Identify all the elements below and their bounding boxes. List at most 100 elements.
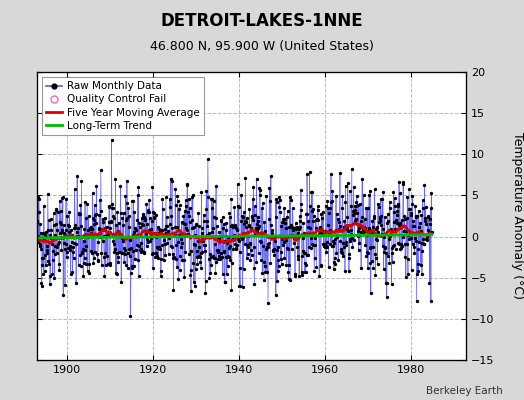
Point bbox=[246, 240, 254, 246]
Point bbox=[194, 253, 203, 260]
Point bbox=[90, 221, 98, 227]
Point bbox=[333, 210, 341, 217]
Point bbox=[369, 265, 377, 271]
Point bbox=[202, 188, 211, 194]
Point bbox=[114, 220, 123, 226]
Point bbox=[298, 272, 306, 278]
Point bbox=[143, 221, 151, 227]
Point bbox=[177, 244, 185, 250]
Point bbox=[413, 246, 422, 252]
Point bbox=[414, 267, 422, 274]
Point bbox=[152, 211, 160, 218]
Point bbox=[292, 232, 301, 238]
Point bbox=[35, 209, 43, 215]
Point bbox=[368, 258, 376, 265]
Point bbox=[79, 273, 88, 279]
Point bbox=[417, 262, 425, 268]
Point bbox=[223, 240, 232, 246]
Point bbox=[111, 246, 119, 252]
Point bbox=[170, 254, 178, 261]
Point bbox=[396, 190, 404, 196]
Point bbox=[103, 253, 111, 260]
Point bbox=[252, 230, 260, 237]
Point bbox=[189, 260, 198, 266]
Point bbox=[100, 273, 108, 280]
Point bbox=[325, 210, 333, 216]
Point bbox=[375, 219, 383, 225]
Point bbox=[218, 233, 226, 240]
Point bbox=[299, 220, 307, 226]
Point bbox=[204, 156, 212, 162]
Point bbox=[418, 271, 426, 277]
Point bbox=[161, 223, 170, 229]
Point bbox=[305, 225, 314, 231]
Point bbox=[77, 178, 85, 184]
Point bbox=[124, 265, 132, 272]
Point bbox=[376, 216, 384, 222]
Point bbox=[264, 240, 272, 247]
Point bbox=[156, 246, 164, 252]
Point bbox=[254, 214, 262, 220]
Point bbox=[90, 255, 98, 262]
Point bbox=[169, 255, 177, 261]
Point bbox=[396, 246, 405, 252]
Point bbox=[402, 274, 410, 280]
Point bbox=[346, 188, 354, 195]
Point bbox=[384, 210, 392, 217]
Point bbox=[397, 222, 406, 229]
Point bbox=[113, 250, 121, 256]
Point bbox=[321, 243, 330, 249]
Point bbox=[330, 259, 339, 266]
Point bbox=[108, 205, 117, 211]
Point bbox=[281, 237, 290, 244]
Point bbox=[196, 238, 204, 245]
Point bbox=[64, 244, 72, 251]
Point bbox=[352, 216, 360, 222]
Point bbox=[348, 208, 357, 214]
Point bbox=[47, 234, 55, 241]
Point bbox=[67, 232, 75, 238]
Point bbox=[216, 238, 224, 245]
Point bbox=[302, 261, 310, 268]
Point bbox=[318, 228, 326, 235]
Point bbox=[143, 242, 151, 249]
Point bbox=[238, 283, 247, 290]
Point bbox=[47, 226, 56, 233]
Point bbox=[371, 272, 379, 278]
Point bbox=[199, 238, 208, 244]
Point bbox=[92, 211, 100, 217]
Point bbox=[106, 224, 115, 231]
Point bbox=[46, 232, 54, 239]
Point bbox=[257, 239, 265, 245]
Point bbox=[81, 247, 90, 254]
Point bbox=[83, 268, 92, 274]
Point bbox=[339, 193, 347, 199]
Point bbox=[313, 216, 321, 222]
Point bbox=[366, 260, 375, 267]
Point bbox=[331, 260, 339, 267]
Point bbox=[250, 280, 258, 287]
Point bbox=[339, 240, 347, 246]
Point bbox=[308, 241, 316, 247]
Point bbox=[84, 234, 92, 240]
Point bbox=[179, 213, 188, 220]
Point bbox=[208, 228, 216, 235]
Point bbox=[391, 246, 400, 253]
Point bbox=[334, 215, 342, 222]
Point bbox=[412, 298, 421, 305]
Point bbox=[59, 292, 68, 298]
Point bbox=[237, 192, 245, 198]
Point bbox=[222, 254, 230, 260]
Point bbox=[267, 222, 276, 228]
Point bbox=[279, 216, 287, 222]
Point bbox=[272, 214, 280, 221]
Point bbox=[54, 261, 63, 268]
Point bbox=[407, 210, 415, 216]
Point bbox=[331, 236, 340, 242]
Point bbox=[271, 196, 280, 202]
Point bbox=[140, 250, 148, 257]
Point bbox=[171, 185, 179, 192]
Point bbox=[375, 218, 384, 225]
Point bbox=[62, 196, 70, 202]
Point bbox=[217, 216, 225, 223]
